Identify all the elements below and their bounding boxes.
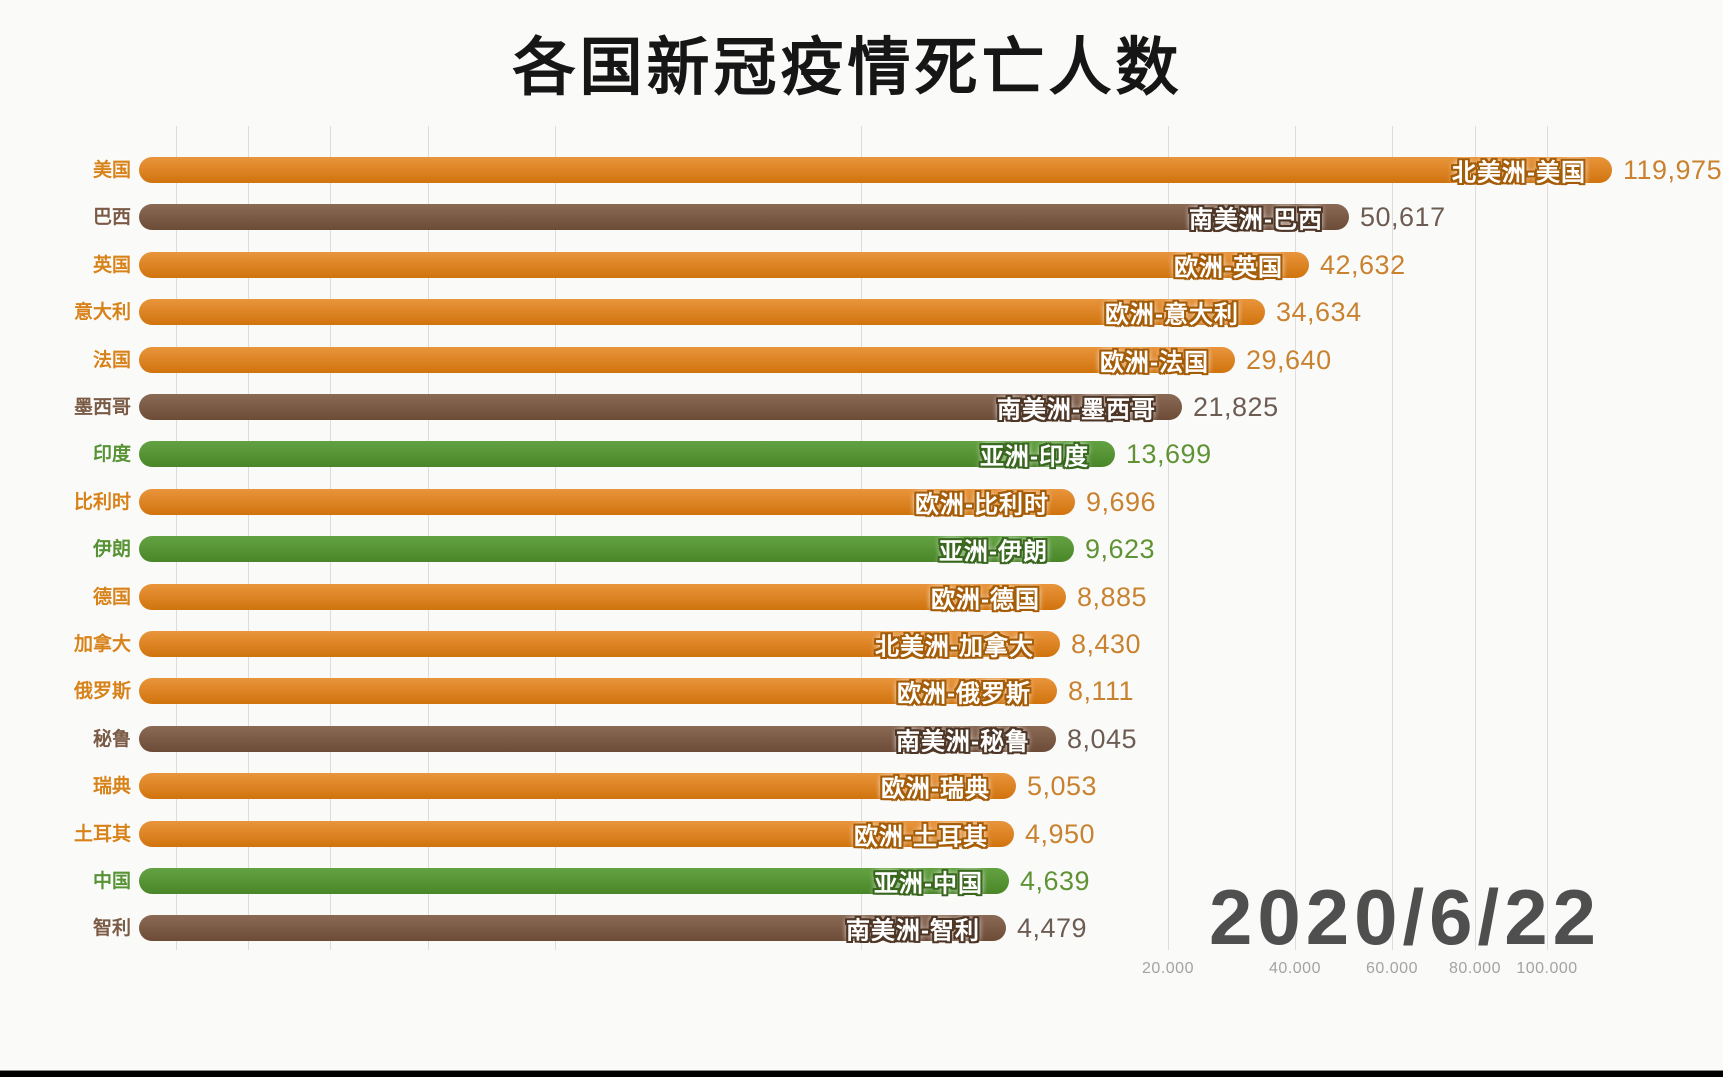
country-axis-label: 印度 bbox=[92, 444, 131, 465]
country-axis-label: 土耳其 bbox=[73, 824, 131, 845]
axis-tick-label: 60.000 bbox=[1366, 960, 1418, 977]
continent-country-label: 欧洲-英国 bbox=[1174, 254, 1283, 282]
axis-gridline bbox=[1475, 126, 1476, 950]
value-label: 21,825 bbox=[1193, 392, 1279, 422]
continent-country-label: 欧洲-比利时 bbox=[915, 491, 1049, 519]
bar: 欧洲-土耳其 bbox=[139, 821, 1014, 851]
axis-tick-label: 20.000 bbox=[1142, 960, 1194, 977]
bar: 南美洲-墨西哥 bbox=[139, 394, 1182, 424]
country-axis-label: 墨西哥 bbox=[73, 397, 131, 418]
country-axis-label: 加拿大 bbox=[73, 634, 131, 655]
bottom-letterbox-strip bbox=[0, 1070, 1723, 1077]
continent-country-label: 欧洲-俄罗斯 bbox=[897, 680, 1031, 708]
country-axis-label: 瑞典 bbox=[92, 776, 131, 797]
continent-country-label: 欧洲-德国 bbox=[931, 586, 1040, 614]
bar-row: 印度 亚洲-印度 13,699 bbox=[0, 439, 1723, 471]
current-date-label: 2020/6/22 bbox=[1208, 873, 1601, 961]
bar: 亚洲-伊朗 bbox=[139, 536, 1074, 566]
bar-row: 意大利 欧洲-意大利 34,634 bbox=[0, 297, 1723, 329]
value-label: 5,053 bbox=[1027, 771, 1098, 801]
axis-tick-label: 40.000 bbox=[1269, 960, 1321, 977]
continent-country-label: 亚洲-伊朗 bbox=[939, 538, 1048, 566]
country-axis-label: 德国 bbox=[92, 587, 131, 608]
country-axis-label: 俄罗斯 bbox=[73, 681, 131, 702]
continent-country-label: 南美洲-智利 bbox=[846, 917, 980, 945]
continent-country-label: 欧洲-土耳其 bbox=[854, 823, 988, 851]
bar-row: 伊朗 亚洲-伊朗 9,623 bbox=[0, 534, 1723, 566]
bar: 亚洲-印度 bbox=[139, 441, 1115, 471]
bar-row: 秘鲁 南美洲-秘鲁 8,045 bbox=[0, 724, 1723, 756]
continent-country-label: 欧洲-法国 bbox=[1100, 349, 1209, 377]
bar-row: 美国 北美洲-美国 119,975 bbox=[0, 155, 1723, 187]
continent-country-label: 亚洲-印度 bbox=[980, 443, 1089, 471]
bar-row: 瑞典 欧洲-瑞典 5,053 bbox=[0, 771, 1723, 803]
value-label: 8,430 bbox=[1071, 629, 1142, 659]
axis-gridline bbox=[1168, 126, 1169, 950]
value-label: 29,640 bbox=[1246, 345, 1332, 375]
value-label: 50,617 bbox=[1360, 202, 1446, 232]
bar: 南美洲-智利 bbox=[139, 915, 1006, 945]
bar-row: 俄罗斯 欧洲-俄罗斯 8,111 bbox=[0, 676, 1723, 708]
value-label: 34,634 bbox=[1276, 297, 1362, 327]
axis-tick-label: 80.000 bbox=[1449, 960, 1501, 977]
axis-tick-label: 100.000 bbox=[1516, 960, 1578, 977]
continent-country-label: 北美洲-加拿大 bbox=[875, 633, 1034, 661]
continent-country-label: 欧洲-瑞典 bbox=[881, 775, 990, 803]
country-axis-label: 秘鲁 bbox=[92, 729, 131, 750]
country-axis-label: 智利 bbox=[92, 918, 131, 939]
axis-gridline bbox=[1392, 126, 1393, 950]
bar: 欧洲-英国 bbox=[139, 252, 1309, 282]
value-label: 13,699 bbox=[1126, 439, 1212, 469]
bar: 北美洲-美国 bbox=[139, 157, 1612, 187]
bar: 欧洲-法国 bbox=[139, 347, 1235, 377]
bar-row: 法国 欧洲-法国 29,640 bbox=[0, 345, 1723, 377]
bar-row: 巴西 南美洲-巴西 50,617 bbox=[0, 202, 1723, 234]
bar-row: 智利 南美洲-智利 4,479 bbox=[0, 913, 1723, 945]
value-label: 8,885 bbox=[1077, 582, 1148, 612]
bar-row: 墨西哥 南美洲-墨西哥 21,825 bbox=[0, 392, 1723, 424]
country-axis-label: 法国 bbox=[92, 350, 131, 371]
value-label: 119,975 bbox=[1623, 155, 1723, 185]
bar: 欧洲-比利时 bbox=[139, 489, 1075, 519]
country-axis-label: 比利时 bbox=[73, 492, 131, 513]
value-label: 42,632 bbox=[1320, 250, 1406, 280]
bar: 欧洲-德国 bbox=[139, 584, 1066, 614]
continent-country-label: 南美洲-秘鲁 bbox=[896, 728, 1030, 756]
value-label: 8,045 bbox=[1067, 724, 1138, 754]
bar-row: 德国 欧洲-德国 8,885 bbox=[0, 582, 1723, 614]
country-axis-label: 英国 bbox=[92, 255, 131, 276]
bar: 南美洲-巴西 bbox=[139, 204, 1349, 234]
bar: 欧洲-瑞典 bbox=[139, 773, 1016, 803]
bar: 北美洲-加拿大 bbox=[139, 631, 1060, 661]
bar-row: 土耳其 欧洲-土耳其 4,950 bbox=[0, 819, 1723, 851]
continent-country-label: 北美洲-美国 bbox=[1452, 159, 1586, 187]
chart-title: 各国新冠疫情死亡人数 bbox=[512, 33, 1183, 103]
bar: 欧洲-意大利 bbox=[139, 299, 1265, 329]
value-label: 9,696 bbox=[1086, 487, 1157, 517]
bar: 欧洲-俄罗斯 bbox=[139, 678, 1057, 708]
axis-gridline bbox=[1547, 126, 1548, 950]
bar: 亚洲-中国 bbox=[139, 868, 1009, 898]
value-label: 9,623 bbox=[1085, 534, 1156, 564]
continent-country-label: 南美洲-墨西哥 bbox=[997, 396, 1156, 424]
country-axis-label: 巴西 bbox=[92, 207, 131, 228]
value-label: 4,639 bbox=[1020, 866, 1091, 896]
axis-gridline bbox=[1295, 126, 1296, 950]
continent-country-label: 南美洲-巴西 bbox=[1189, 206, 1323, 234]
bar-row: 加拿大 北美洲-加拿大 8,430 bbox=[0, 629, 1723, 661]
bar-row: 中国 亚洲-中国 4,639 bbox=[0, 866, 1723, 898]
value-label: 8,111 bbox=[1068, 676, 1135, 706]
continent-country-label: 亚洲-中国 bbox=[874, 870, 983, 898]
country-axis-label: 意大利 bbox=[73, 302, 131, 323]
country-axis-label: 中国 bbox=[92, 871, 131, 892]
continent-country-label: 欧洲-意大利 bbox=[1105, 301, 1239, 329]
bar-row: 英国 欧洲-英国 42,632 bbox=[0, 250, 1723, 282]
country-axis-label: 美国 bbox=[92, 160, 131, 181]
bar-row: 比利时 欧洲-比利时 9,696 bbox=[0, 487, 1723, 519]
country-axis-label: 伊朗 bbox=[92, 539, 131, 560]
value-label: 4,950 bbox=[1025, 819, 1096, 849]
bar: 南美洲-秘鲁 bbox=[139, 726, 1056, 756]
value-label: 4,479 bbox=[1017, 913, 1088, 943]
